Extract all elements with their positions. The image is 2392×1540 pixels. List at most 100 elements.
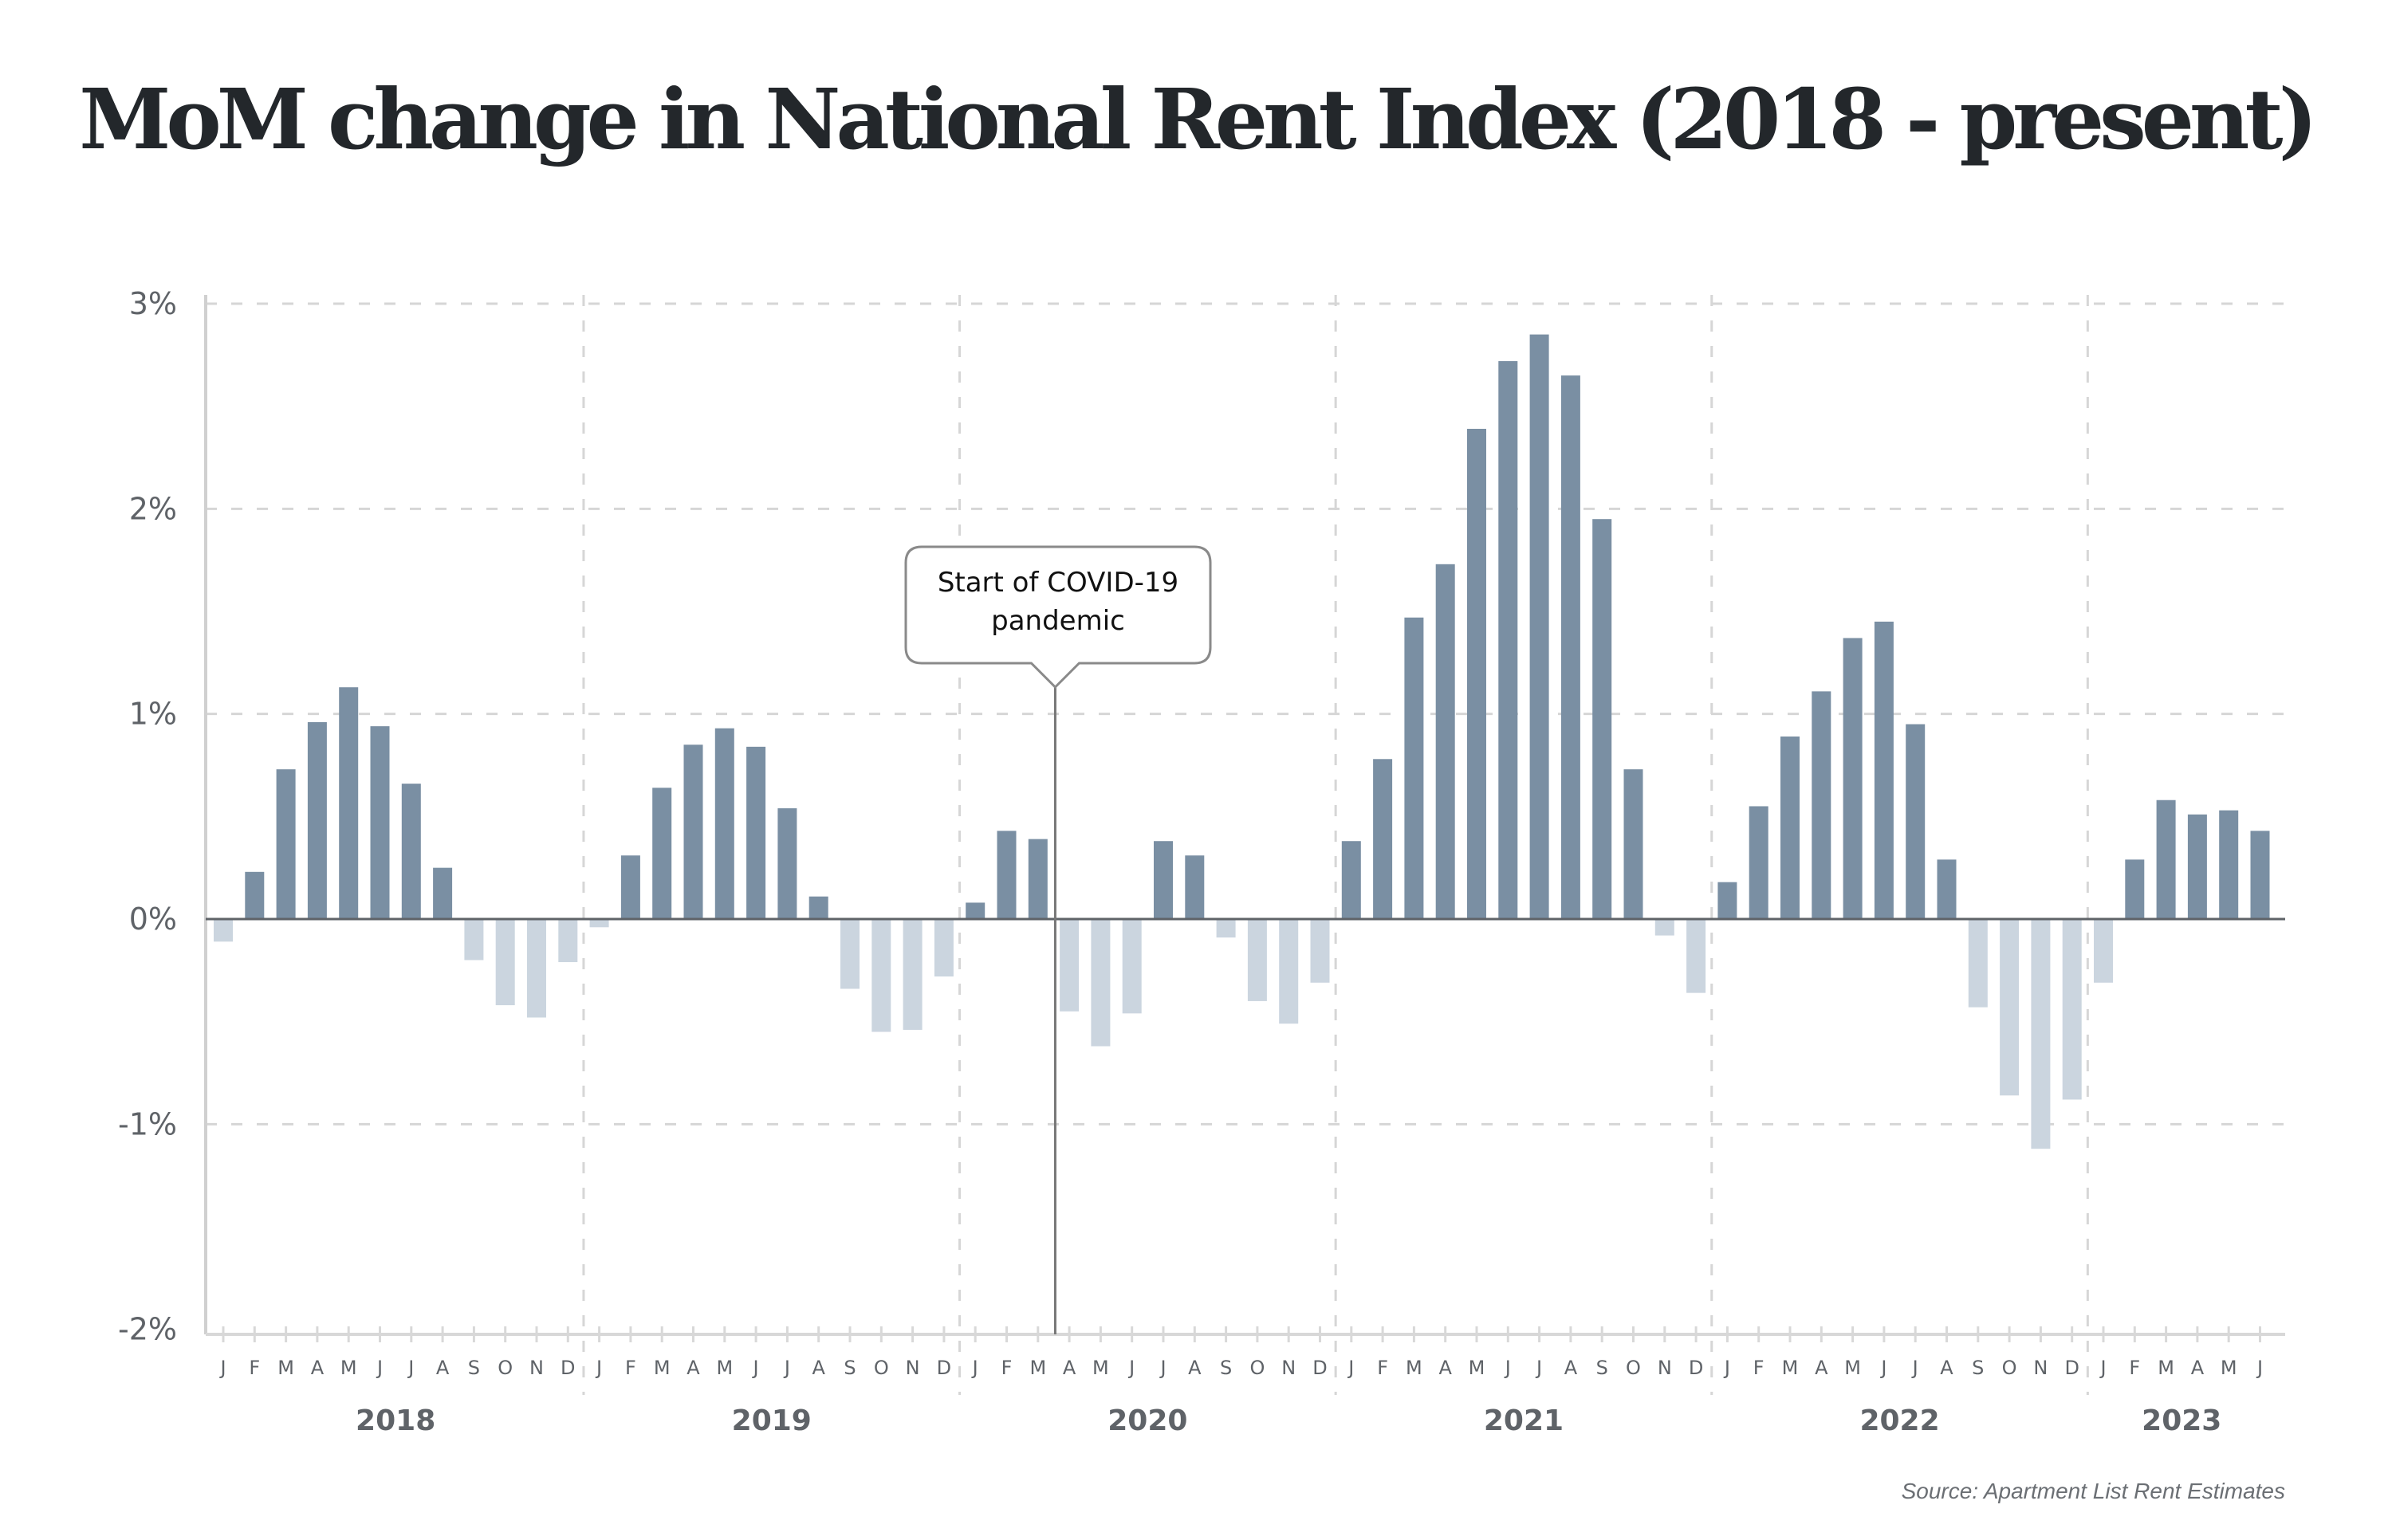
bar-2021-06: [1498, 361, 1518, 919]
bar-2018-04: [307, 721, 327, 919]
bar-2021-12: [1686, 919, 1706, 993]
month-tick-label: M: [1469, 1357, 1485, 1379]
month-tick-label: J: [783, 1357, 790, 1379]
bar-2020-06: [1122, 919, 1142, 1014]
month-tick-label: M: [277, 1357, 294, 1379]
month-tick-label: M: [1092, 1357, 1109, 1379]
month-tick-label: F: [1001, 1357, 1013, 1379]
month-tick-label: A: [311, 1357, 325, 1379]
bar-2018-02: [245, 871, 265, 919]
month-tick-label: O: [1249, 1357, 1265, 1379]
bar-2018-01: [214, 919, 233, 942]
month-tick-label: J: [2256, 1357, 2263, 1379]
month-tick-label: A: [1188, 1357, 1202, 1379]
month-tick-label: F: [2129, 1357, 2140, 1379]
year-label: 2018: [356, 1404, 435, 1437]
bar-2022-04: [1812, 691, 1831, 919]
bar-2021-11: [1654, 919, 1674, 936]
bar-2022-07: [1906, 724, 1926, 919]
month-tick-label: J: [1347, 1357, 1354, 1379]
bar-2020-12: [1310, 919, 1330, 983]
month-tick-label: M: [654, 1357, 671, 1379]
bar-2018-08: [433, 867, 453, 919]
month-tick-label: N: [529, 1357, 544, 1379]
month-tick-label: N: [2033, 1357, 2048, 1379]
bar-2021-03: [1404, 617, 1424, 919]
month-tick-label: A: [1564, 1357, 1578, 1379]
month-tick-label: M: [2221, 1357, 2237, 1379]
month-tick-label: S: [1596, 1357, 1608, 1379]
bar-2020-05: [1091, 919, 1111, 1047]
bar-2020-07: [1154, 841, 1173, 919]
annotation-text: pandemic: [991, 605, 1125, 637]
month-tick-label: S: [1220, 1357, 1232, 1379]
bar-2019-03: [652, 788, 672, 919]
bar-2021-05: [1467, 428, 1486, 919]
bar-2022-02: [1749, 806, 1768, 919]
bar-2019-02: [620, 855, 640, 919]
month-tick-label: J: [1723, 1357, 1730, 1379]
month-tick-label: O: [1626, 1357, 1641, 1379]
bar-2019-04: [683, 744, 703, 919]
month-tick-label: D: [561, 1357, 575, 1379]
month-tick-label: J: [1159, 1357, 1166, 1379]
covid-annotation: Start of COVID-19 pandemic: [904, 545, 1212, 1334]
bar-2022-12: [2062, 919, 2082, 1100]
month-tick-label: D: [1689, 1357, 1703, 1379]
month-tick-label: J: [1911, 1357, 1918, 1379]
month-tick-label: M: [1029, 1357, 1046, 1379]
month-tick-label: J: [971, 1357, 978, 1379]
bar-2019-10: [871, 919, 891, 1032]
month-tick-label: F: [625, 1357, 636, 1379]
bar-2019-08: [808, 896, 828, 919]
bar-2020-10: [1247, 919, 1267, 1001]
bar-2019-05: [714, 728, 734, 919]
bar-2022-06: [1874, 621, 1894, 919]
bar-2021-10: [1623, 769, 1643, 919]
month-tick-label: M: [1844, 1357, 1861, 1379]
month-tick-label: A: [1063, 1357, 1076, 1379]
bar-2019-01: [589, 919, 609, 928]
bar-2022-01: [1717, 882, 1737, 919]
grid-lines: [206, 295, 2285, 1395]
bar-2023-06: [2250, 831, 2270, 919]
bar-2021-08: [1560, 375, 1580, 920]
year-label: 2023: [2142, 1404, 2221, 1437]
month-tick-label: A: [687, 1357, 700, 1379]
y-tick-label: -2%: [118, 1312, 177, 1347]
month-tick-label: M: [1782, 1357, 1799, 1379]
bar-2018-03: [276, 769, 296, 919]
bar-2020-09: [1216, 919, 1236, 938]
month-tick-label: O: [874, 1357, 889, 1379]
month-tick-label: D: [2064, 1357, 2079, 1379]
bar-2021-02: [1373, 759, 1393, 919]
y-tick-label: 2%: [129, 491, 177, 526]
y-tick-label: 3%: [129, 286, 177, 321]
month-tick-label: J: [1879, 1357, 1886, 1379]
month-tick-label: F: [1753, 1357, 1764, 1379]
bar-2021-01: [1341, 841, 1361, 919]
bar-2020-02: [997, 831, 1017, 919]
bars: [214, 334, 2270, 1149]
month-tick-label: S: [844, 1357, 856, 1379]
bar-2022-11: [2031, 919, 2051, 1149]
month-tick-label: J: [595, 1357, 602, 1379]
month-tick-label: A: [1438, 1357, 1452, 1379]
month-tick-label: J: [218, 1357, 226, 1379]
bar-2023-05: [2219, 810, 2239, 919]
bar-2019-12: [934, 919, 954, 977]
bar-2020-01: [966, 902, 986, 919]
bar-2022-08: [1937, 859, 1957, 919]
bar-2018-10: [495, 919, 515, 1006]
chart-title: MoM change in National Rent Index (2018 …: [79, 70, 2318, 168]
bar-2021-04: [1435, 564, 1455, 919]
bar-2018-09: [464, 919, 484, 961]
tick-labels: 3%2%1%0%-1%-2%J F M A M J J A S O N D J F M A M J J A S O N D J F…: [118, 286, 2263, 1437]
bar-2021-09: [1592, 519, 1612, 919]
month-tick-label: J: [1127, 1357, 1135, 1379]
bar-2023-04: [2187, 814, 2207, 919]
bar-2018-07: [401, 784, 421, 919]
month-tick-label: A: [1815, 1357, 1828, 1379]
y-tick-label: -1%: [118, 1106, 177, 1141]
